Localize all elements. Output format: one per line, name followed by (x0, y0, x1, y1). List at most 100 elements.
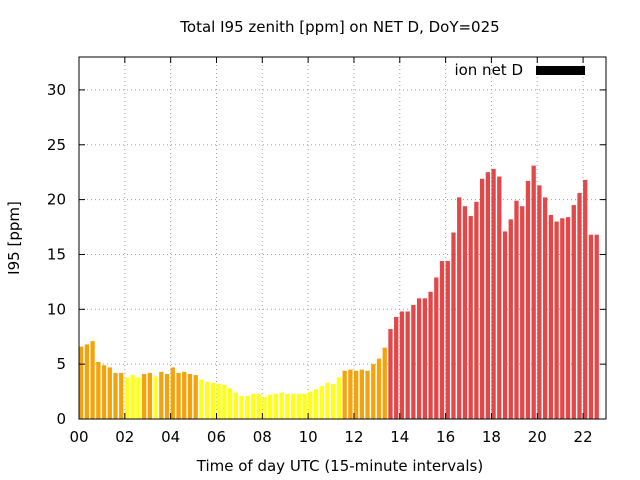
bar (468, 216, 473, 419)
bar (124, 377, 130, 419)
bar (319, 386, 324, 419)
bar (382, 347, 387, 419)
bar (113, 372, 118, 419)
bar (542, 197, 548, 419)
bar (548, 214, 554, 419)
bar (268, 394, 273, 419)
bar (79, 346, 84, 419)
bar (176, 372, 181, 419)
x-axis: 00 02 04 06 08 10 12 14 16 18 20 22 (69, 57, 593, 446)
bar (302, 393, 307, 419)
bar (147, 372, 153, 419)
bar (554, 221, 559, 419)
bar (216, 383, 221, 419)
bar (187, 374, 193, 419)
x-tick-label: 16 (436, 428, 455, 446)
bar (531, 165, 536, 419)
plot-frame (78, 56, 607, 420)
y-axis-label: I95 [ppm] (5, 201, 23, 275)
bar (331, 383, 336, 419)
bar (205, 381, 210, 419)
bar (588, 234, 594, 419)
bar (308, 391, 313, 419)
bar (388, 329, 393, 419)
bar (514, 200, 519, 419)
bar (227, 388, 233, 419)
bar (256, 393, 261, 419)
grid-lines (79, 57, 606, 419)
bar (594, 234, 599, 419)
bar (142, 374, 147, 419)
y-tick-label: 25 (47, 136, 66, 154)
bar (279, 392, 284, 419)
legend-label: ion net D (454, 61, 523, 79)
bar (262, 397, 267, 419)
y-tick-label: 30 (47, 81, 66, 99)
bar (193, 375, 198, 419)
x-tick-label: 18 (482, 428, 501, 446)
y-axis: 0 5 10 15 20 25 30 (47, 81, 606, 428)
bar (485, 172, 491, 419)
bar (290, 393, 296, 419)
legend-swatch (536, 66, 585, 75)
x-axis-label: Time of day UTC (15-minute intervals) (196, 457, 483, 475)
bar (474, 201, 479, 419)
bar (222, 384, 227, 419)
bar (583, 179, 588, 419)
x-tick-label: 12 (344, 428, 363, 446)
bar (170, 367, 175, 419)
x-tick-label: 10 (299, 428, 318, 446)
bar (342, 370, 347, 419)
bar (348, 369, 353, 419)
x-tick-label: 00 (69, 428, 88, 446)
bar (199, 379, 204, 419)
y-tick-label: 10 (47, 300, 66, 318)
bar (365, 370, 370, 419)
bar (153, 376, 158, 419)
legend: ion net D (454, 61, 585, 79)
y-tick-label: 5 (56, 355, 66, 373)
bar (434, 277, 439, 419)
bar (353, 370, 359, 419)
bar (525, 180, 531, 419)
bar (451, 232, 456, 419)
bar (577, 193, 582, 419)
bar (285, 393, 290, 419)
x-tick-label: 14 (390, 428, 409, 446)
bar (239, 395, 244, 419)
y-tick-label: 0 (56, 410, 66, 428)
bar (296, 393, 301, 419)
bar (491, 168, 496, 419)
chart-title: Total I95 zenith [ppm] on NET D, DoY=025 (179, 18, 499, 36)
x-tick-label: 22 (574, 428, 593, 446)
x-tick-label: 08 (253, 428, 272, 446)
bar (422, 298, 427, 419)
bars (79, 165, 599, 419)
bar (182, 371, 187, 419)
bar (325, 382, 330, 419)
bar (84, 344, 90, 419)
bar (445, 261, 450, 419)
bar (502, 231, 508, 419)
bar (90, 341, 95, 419)
bar (457, 197, 462, 419)
bar (428, 291, 433, 419)
bar (565, 217, 571, 419)
bar (371, 364, 376, 419)
bar (376, 358, 382, 419)
bar (273, 393, 279, 419)
bar (336, 377, 342, 419)
bar (479, 178, 485, 419)
bar (233, 392, 238, 419)
bar (164, 374, 170, 419)
bar (520, 206, 525, 419)
bar (107, 367, 112, 419)
x-tick-label: 06 (207, 428, 226, 446)
bar (497, 176, 502, 419)
bar (411, 304, 416, 419)
bar (210, 382, 216, 419)
bar (245, 395, 250, 419)
bar (394, 316, 399, 419)
bar (96, 361, 101, 419)
bar (130, 375, 135, 419)
